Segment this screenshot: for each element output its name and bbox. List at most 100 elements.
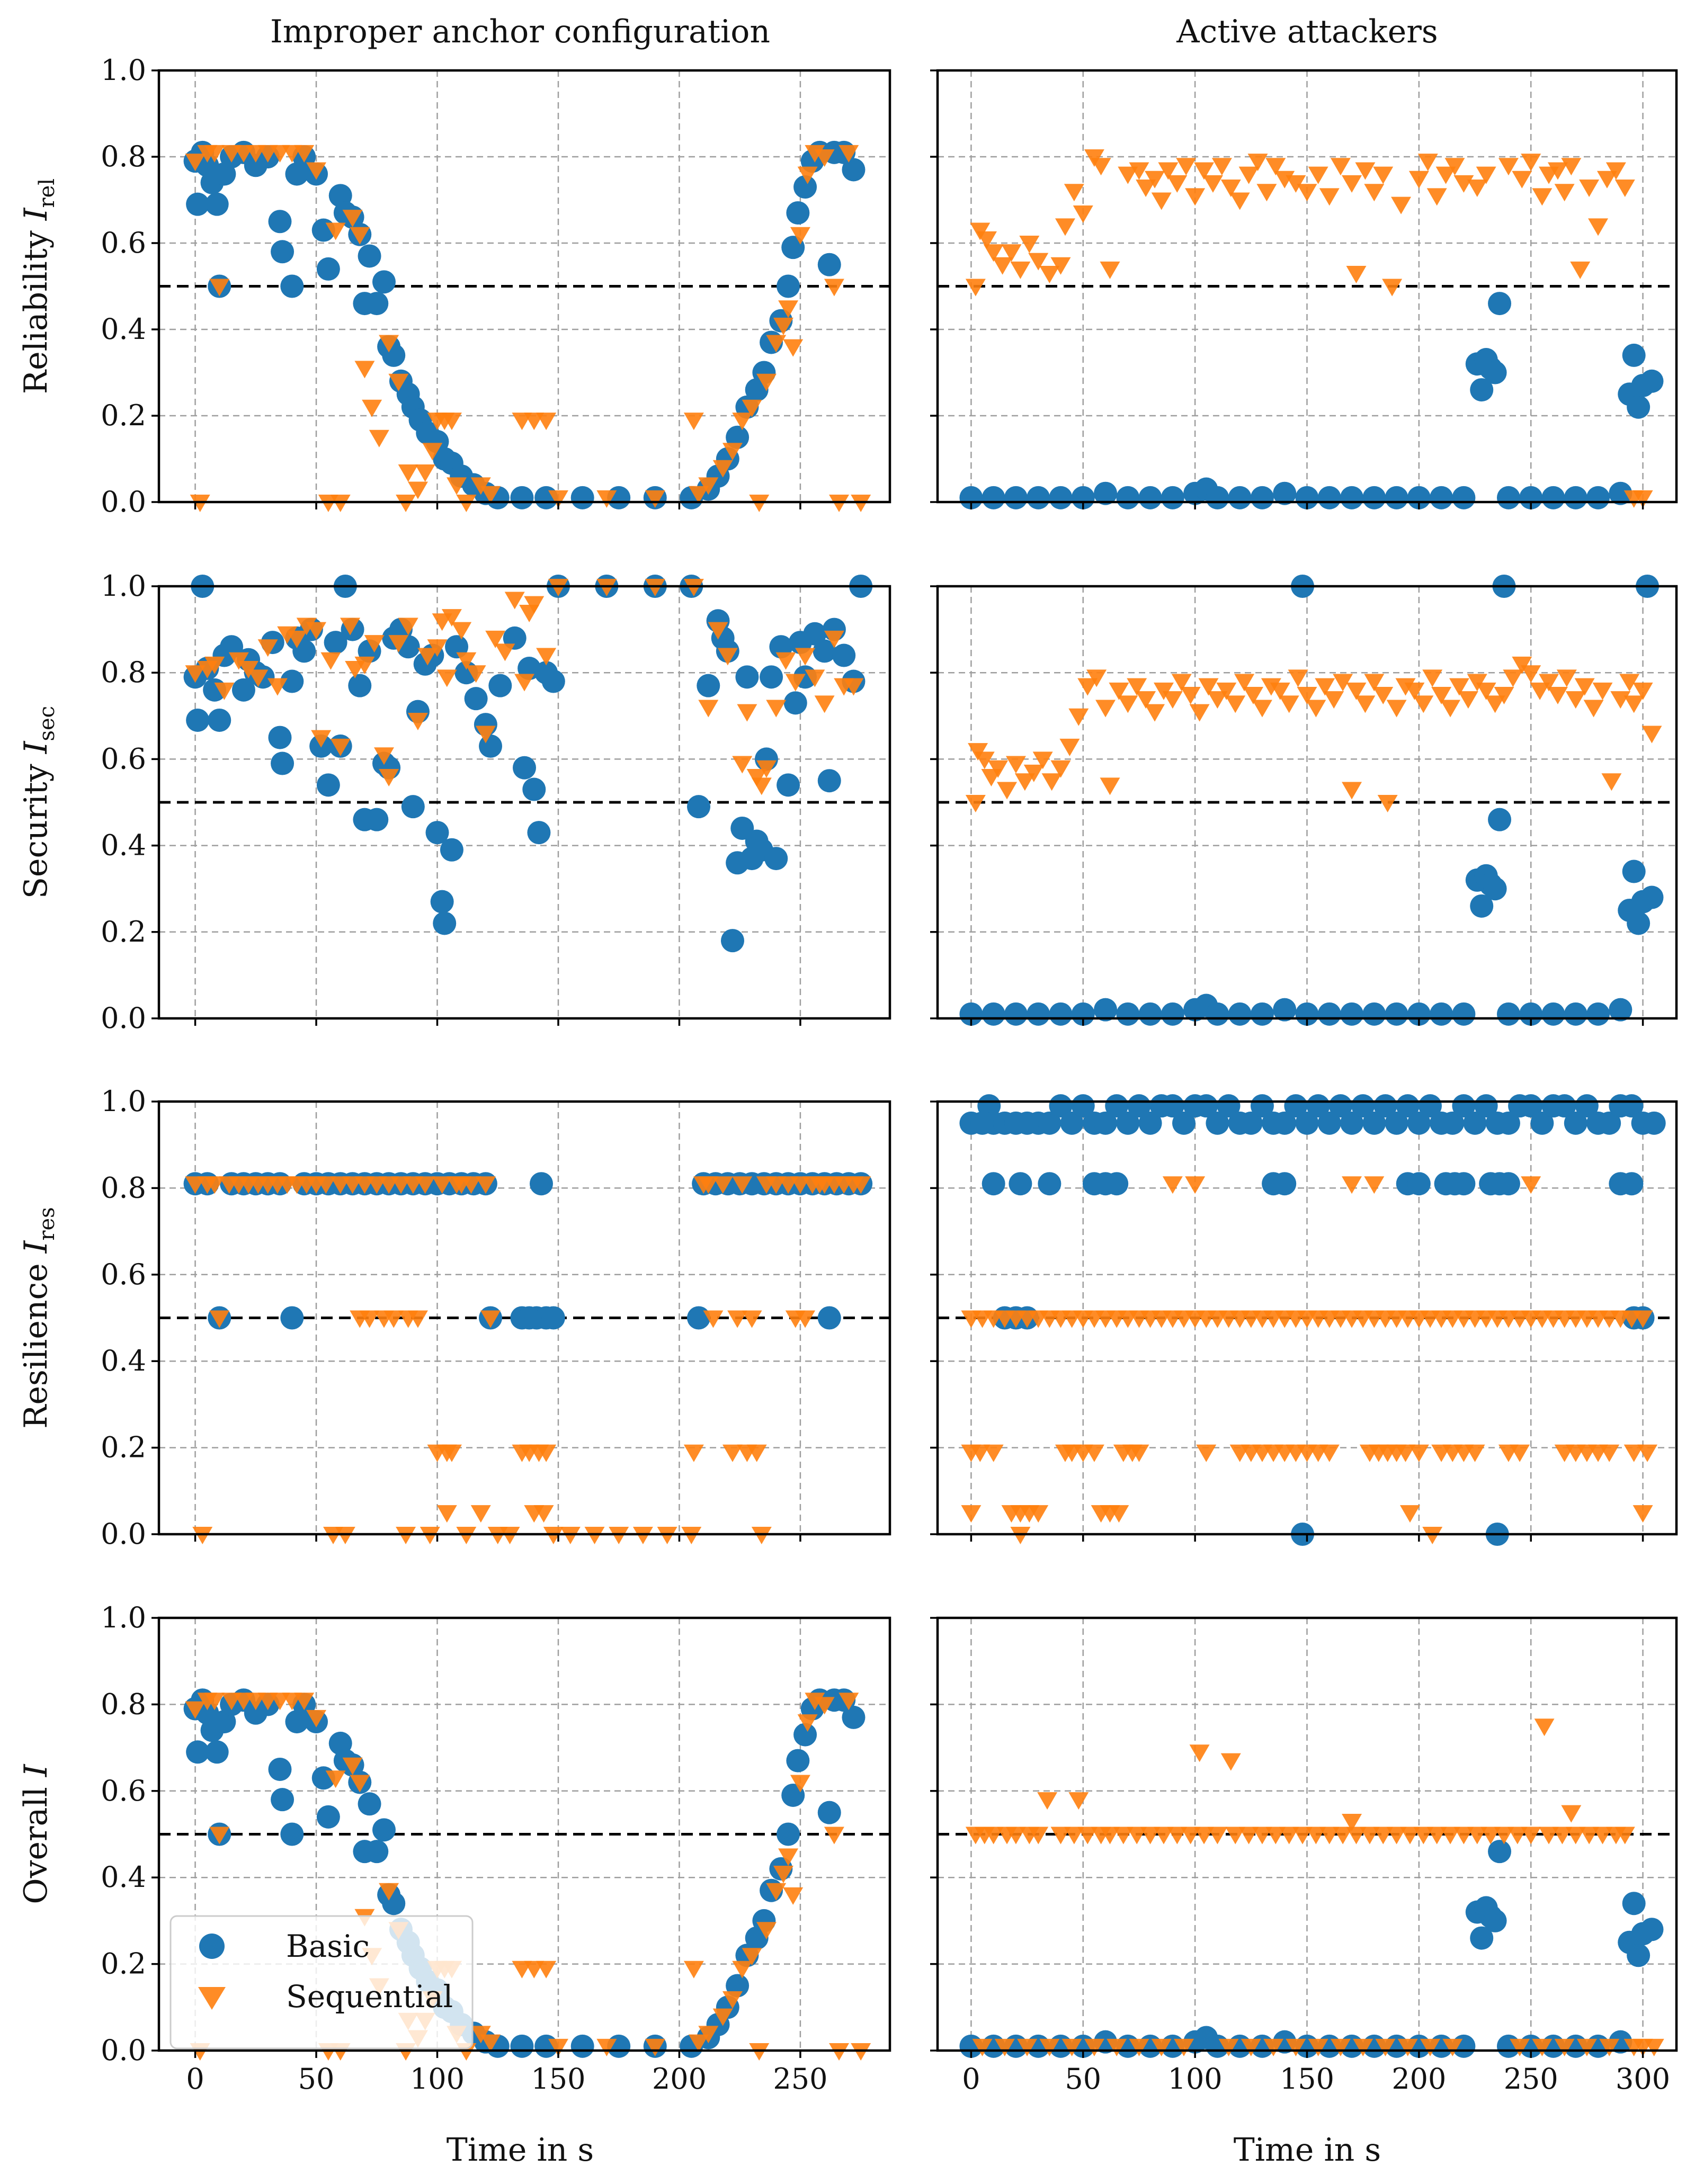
point-basic-r0c0-44 — [570, 486, 594, 509]
point-basic-r2c1-64 — [1009, 1172, 1032, 1196]
point-basic-r0c0-26 — [365, 292, 389, 316]
x-tick-label-r3c1-100: 100 — [1168, 2062, 1223, 2096]
point-basic-r0c1-25 — [1470, 378, 1494, 402]
point-sequential-r1c1-28 — [1198, 678, 1219, 696]
point-sequential-r3c1-75 — [1397, 2038, 1418, 2056]
point-sequential-r0c0-42 — [689, 486, 709, 504]
point-basic-r1c1-23 — [1430, 1002, 1453, 1026]
point-basic-r1c1-39 — [1622, 860, 1646, 883]
point-sequential-r3c1-53 — [1579, 1827, 1600, 1845]
point-sequential-r3c1-52 — [1565, 1827, 1586, 1845]
point-sequential-r1c1-66 — [1530, 682, 1550, 700]
y-tick-label-r3c0-0.8: 0.8 — [101, 1687, 146, 1721]
point-basic-r2c1-29 — [1273, 1111, 1297, 1135]
point-sequential-r3c1-79 — [1532, 2038, 1553, 2056]
point-sequential-r2c0-38 — [441, 1444, 462, 1462]
point-sequential-r2c0-71 — [746, 1444, 767, 1462]
point-basic-r3c1-38 — [1627, 1944, 1651, 1967]
point-sequential-r1c0-61 — [843, 678, 864, 696]
point-sequential-r1c0-28 — [436, 669, 457, 687]
point-basic-r1c1-2 — [1004, 1002, 1028, 1026]
point-basic-r2c1-41 — [1407, 1111, 1431, 1135]
point-sequential-r3c1-74 — [1375, 2038, 1396, 2056]
point-basic-r3c0-44 — [570, 2034, 594, 2058]
point-basic-r3c1-25 — [1470, 1926, 1494, 1950]
point-sequential-r1c1-2 — [974, 751, 995, 769]
point-sequential-r1c1-70 — [1565, 691, 1586, 709]
point-basic-r1c1-43 — [1640, 885, 1664, 909]
point-sequential-r3c1-6 — [1028, 1827, 1049, 1845]
x-tick-label-r3c1-0: 0 — [962, 2062, 980, 2096]
point-basic-r0c1-21 — [1407, 486, 1431, 509]
point-sequential-r1c0-53 — [766, 700, 787, 718]
point-basic-r2c1-27 — [1250, 1094, 1274, 1118]
point-basic-r1c0-72 — [760, 665, 783, 689]
point-basic-r2c1-16 — [1127, 1094, 1151, 1118]
point-sequential-r0c0-45 — [722, 443, 743, 461]
point-sequential-r2c1-81 — [1196, 1444, 1217, 1462]
point-sequential-r3c0-52 — [778, 1848, 799, 1866]
point-basic-r1c1-22 — [1407, 1002, 1431, 1026]
point-basic-r2c1-51 — [1519, 1094, 1543, 1118]
point-basic-r1c0-75 — [777, 773, 800, 797]
point-sequential-r3c0-34 — [480, 2034, 501, 2052]
y-tick-label-r2c0-0.2: 0.2 — [101, 1431, 146, 1464]
point-basic-r2c1-32 — [1306, 1094, 1330, 1118]
y-axis-label-row-0: Reliability Irel — [17, 178, 59, 394]
point-sequential-r1c1-74 — [1601, 773, 1622, 791]
point-basic-r1c1-18 — [1317, 1002, 1341, 1026]
y-tick-label-r2c0-0.6: 0.6 — [101, 1258, 146, 1291]
point-sequential-r0c0-52 — [778, 300, 799, 318]
point-sequential-r1c1-57 — [1449, 678, 1469, 696]
point-basic-r1c1-17 — [1295, 1002, 1319, 1026]
point-sequential-r1c1-36 — [1270, 682, 1290, 700]
point-sequential-r2c0-44 — [475, 1176, 496, 1194]
point-sequential-r2c1-110 — [1623, 1444, 1644, 1462]
point-sequential-r2c1-60 — [1632, 1310, 1653, 1328]
point-basic-r0c1-14 — [1250, 486, 1274, 509]
point-basic-r2c1-65 — [1038, 1172, 1061, 1196]
point-sequential-r1c1-0 — [965, 795, 986, 812]
point-sequential-r3c1-27 — [1265, 1827, 1286, 1845]
point-sequential-r3c0-12 — [306, 1709, 327, 1727]
y-tick-label-r0c0-0.0: 0.0 — [101, 485, 146, 518]
point-basic-r2c1-60 — [1620, 1094, 1644, 1118]
point-sequential-r3c1-66 — [1174, 2038, 1194, 2056]
point-basic-r0c0-5 — [205, 192, 229, 216]
point-basic-r0c1-31 — [1519, 486, 1543, 509]
point-sequential-r3c0-38 — [548, 2038, 568, 2056]
point-sequential-r1c0-10 — [287, 630, 307, 648]
point-sequential-r3c1-13 — [1100, 1827, 1120, 1845]
point-basic-r0c0-29 — [382, 343, 406, 367]
point-sequential-r1c1-52 — [1404, 682, 1425, 700]
point-sequential-r1c1-58 — [1458, 691, 1478, 709]
point-sequential-r0c0-37 — [536, 413, 557, 431]
point-basic-r1c0-60 — [697, 674, 720, 697]
point-sequential-r1c1-40 — [1306, 700, 1326, 718]
point-basic-r1c1-29 — [1483, 877, 1507, 901]
point-basic-r2c1-17 — [1138, 1111, 1162, 1135]
point-sequential-r3c0-16 — [342, 1757, 363, 1775]
point-basic-r0c1-8 — [1138, 486, 1162, 509]
point-sequential-r3c0-49 — [756, 1922, 777, 1940]
point-basic-r0c1-4 — [1049, 486, 1073, 509]
point-basic-r2c1-35 — [1340, 1111, 1364, 1135]
point-sequential-r1c1-79 — [1642, 726, 1662, 744]
point-sequential-r3c1-81 — [1576, 2038, 1597, 2056]
point-sequential-r3c1-50 — [1552, 1827, 1573, 1845]
point-basic-r1c1-35 — [1564, 1002, 1587, 1026]
point-sequential-r2c0-52 — [533, 1505, 554, 1523]
point-sequential-r0c0-61 — [851, 495, 871, 512]
point-sequential-r2c1-114 — [1342, 1176, 1362, 1194]
point-basic-r3c0-63 — [817, 1801, 841, 1824]
point-sequential-r0c0-23 — [396, 495, 416, 512]
point-sequential-r1c0-48 — [732, 756, 753, 774]
point-sequential-r3c0-0 — [185, 1701, 206, 1719]
point-sequential-r2c0-70 — [742, 1310, 762, 1328]
point-sequential-r2c0-28 — [396, 1527, 416, 1544]
point-sequential-r3c0-57 — [814, 1697, 835, 1715]
point-sequential-r3c0-14 — [325, 1770, 346, 1788]
point-sequential-r1c0-12 — [306, 622, 327, 640]
point-basic-r0c1-30 — [1496, 486, 1520, 509]
